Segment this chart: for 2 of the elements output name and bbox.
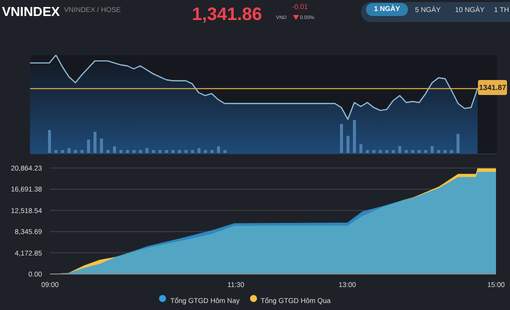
chart-title: VNINDEX <box>2 4 60 19</box>
text: 1,341.86 <box>192 4 262 25</box>
